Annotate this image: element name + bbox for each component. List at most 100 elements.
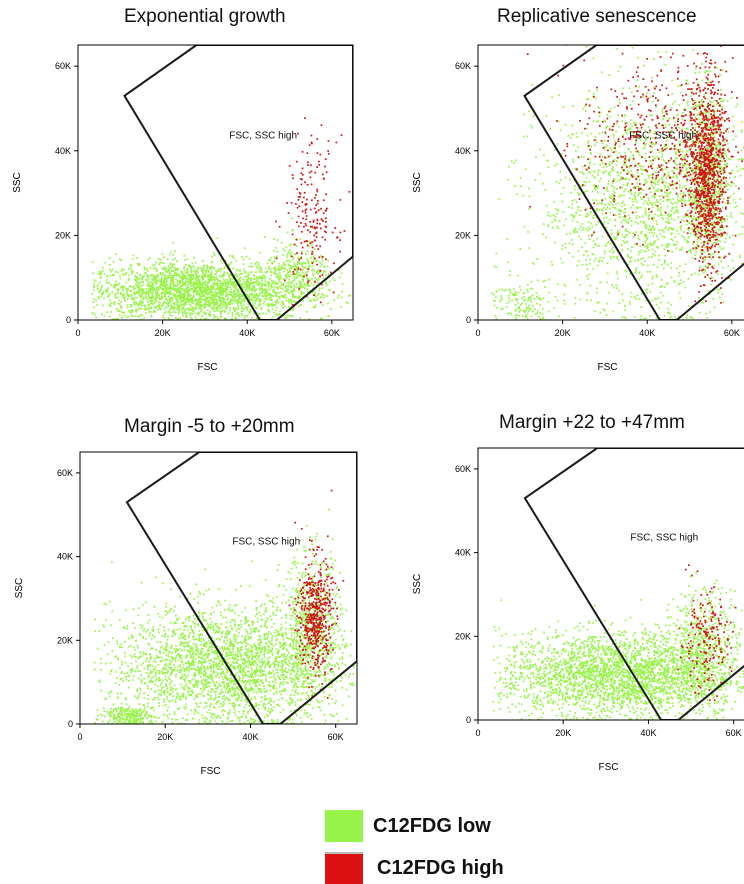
data-point (507, 179, 509, 181)
data-point (203, 291, 205, 293)
data-point (592, 217, 594, 219)
data-point (187, 271, 189, 273)
data-point (684, 239, 686, 241)
data-point (137, 283, 139, 285)
data-point (190, 313, 192, 315)
data-point (607, 114, 609, 116)
data-point (159, 307, 161, 309)
data-point (139, 274, 141, 276)
data-point (662, 159, 664, 161)
data-point (336, 142, 338, 144)
data-point (674, 244, 676, 246)
data-point (645, 214, 647, 216)
data-point (130, 304, 132, 306)
data-point (615, 239, 617, 241)
data-point (629, 197, 631, 199)
data-point (655, 179, 657, 181)
data-point (695, 124, 697, 126)
data-point (298, 226, 300, 228)
data-point (604, 121, 606, 123)
data-point (256, 317, 258, 319)
data-point (330, 308, 332, 310)
data-point (561, 248, 563, 250)
data-point (546, 115, 548, 117)
data-point (143, 275, 145, 277)
data-point (151, 288, 153, 290)
data-point (200, 307, 202, 309)
data-point (582, 166, 584, 168)
data-point (662, 115, 664, 117)
data-point (253, 278, 255, 280)
data-point (645, 240, 647, 242)
data-point (649, 225, 651, 227)
data-point (695, 236, 697, 238)
data-point (562, 262, 564, 264)
data-point (653, 58, 655, 60)
data-point (574, 185, 576, 187)
data-point (157, 291, 159, 293)
data-point (592, 191, 594, 193)
data-point (739, 257, 741, 259)
data-point (130, 306, 132, 308)
data-point (586, 177, 588, 179)
data-point (584, 105, 586, 107)
data-point (660, 292, 662, 294)
data-point (140, 294, 142, 296)
data-point (115, 281, 117, 283)
data-point (535, 156, 537, 158)
data-point (665, 246, 667, 248)
data-point (662, 119, 664, 121)
data-point (175, 288, 177, 290)
data-point (267, 285, 269, 287)
data-point (613, 134, 615, 136)
data-point (147, 301, 149, 303)
data-point (317, 297, 319, 299)
data-point (587, 292, 589, 294)
data-point (113, 274, 115, 276)
data-point (644, 242, 646, 244)
data-point (292, 259, 294, 261)
data-point (622, 240, 624, 242)
data-point (687, 104, 689, 106)
data-point (293, 273, 295, 275)
data-point (256, 293, 258, 295)
data-point (99, 273, 101, 275)
data-point (726, 233, 728, 235)
data-point (608, 242, 610, 244)
data-point (187, 284, 189, 286)
data-point (122, 294, 124, 296)
data-point (275, 247, 277, 249)
data-point (184, 259, 186, 261)
data-point (624, 208, 626, 210)
data-point (616, 287, 618, 289)
data-point (300, 304, 302, 306)
data-point (682, 187, 684, 189)
data-point (601, 260, 603, 262)
data-point (199, 295, 201, 297)
data-point (596, 224, 598, 226)
data-point (630, 207, 632, 209)
data-point (166, 288, 168, 290)
data-point (184, 309, 186, 311)
data-point (183, 274, 185, 276)
data-point (119, 258, 121, 260)
data-point (309, 246, 311, 248)
data-point (316, 166, 318, 168)
data-point (623, 219, 625, 221)
data-point (594, 170, 596, 172)
data-point (657, 247, 659, 249)
data-point (213, 277, 215, 279)
data-point (203, 283, 205, 285)
data-point (204, 312, 206, 314)
data-point (288, 260, 290, 262)
data-point (299, 263, 301, 265)
data-point (713, 265, 715, 267)
data-point (310, 176, 312, 178)
data-point (581, 223, 583, 225)
data-point (313, 299, 315, 301)
data-point (276, 269, 278, 271)
data-point (606, 242, 608, 244)
data-point (595, 258, 597, 260)
data-point (302, 292, 304, 294)
data-point (289, 245, 291, 247)
